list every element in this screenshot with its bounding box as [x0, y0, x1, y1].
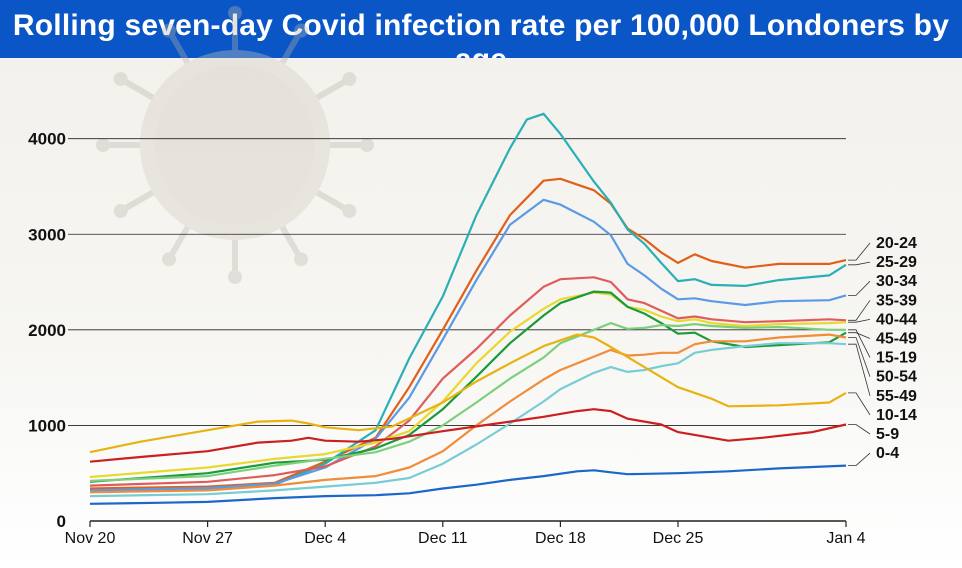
- title-banner: Rolling seven-day Covid infection rate p…: [0, 0, 962, 76]
- x-tick-label: Dec 4: [304, 530, 346, 547]
- virus-illustration: [96, 6, 374, 284]
- x-tick-label: Dec 25: [653, 530, 704, 547]
- legend-connector: [848, 242, 871, 261]
- x-tick-label: Jan 4: [826, 530, 865, 547]
- gridlines: [68, 138, 846, 426]
- legend-label-30-34: 30-34: [876, 273, 917, 290]
- series-line-50-54: [89, 333, 847, 494]
- legend-connector: [848, 337, 871, 377]
- series-line-45-49: [89, 290, 847, 483]
- series-line-0-4: [89, 464, 847, 505]
- legend-label-50-54: 50-54: [876, 369, 917, 386]
- legend-label-5-9: 5-9: [876, 426, 899, 443]
- series-line-15-19: [89, 322, 846, 482]
- series-line-5-9: [89, 408, 847, 463]
- x-axis: Nov 20 Nov 27 Dec 4 Dec 11 Dec 18 Dec 25 Jan 4: [65, 520, 866, 547]
- legend-connector: [848, 261, 871, 266]
- series-line-25-29: [89, 112, 847, 493]
- x-tick-label: Nov 27: [182, 530, 233, 547]
- legend-label-10-14: 10-14: [876, 407, 917, 424]
- series-line-35-39: [89, 276, 847, 487]
- y-tick-label: 0: [57, 512, 66, 531]
- x-tick-label: Nov 20: [65, 530, 116, 547]
- series-line-10-14: [89, 333, 847, 454]
- legend-label-25-29: 25-29: [876, 254, 917, 271]
- series-line-55-49: [89, 342, 847, 498]
- legend-connector: [848, 319, 871, 323]
- legend-connector: [848, 343, 871, 396]
- legend-connector: [848, 452, 871, 467]
- x-tick-label: Dec 11: [418, 530, 468, 547]
- y-tick-label: 2000: [28, 321, 66, 340]
- legend: 20-24 25-29 30-34 35-39 40-44 45-49 15-19 50-54…: [848, 235, 917, 467]
- y-tick-label: 3000: [28, 225, 66, 244]
- legend-label-40-44: 40-44: [876, 311, 917, 328]
- x-tick-label: Dec 18: [535, 530, 586, 547]
- series-line-30-34: [89, 198, 847, 492]
- legend-label-45-49: 45-49: [876, 331, 917, 348]
- y-tick-label: 1000: [28, 416, 66, 435]
- legend-connector: [848, 329, 871, 358]
- series-lines: [89, 112, 847, 505]
- legend-label-0-4: 0-4: [876, 445, 899, 462]
- legend-connector: [848, 280, 871, 296]
- legend-label-55-49: 55-49: [876, 388, 917, 405]
- legend-label-35-39: 35-39: [876, 292, 917, 309]
- legend-label-20-24: 20-24: [876, 235, 917, 252]
- legend-connector: [848, 300, 871, 321]
- legend-label-15-19: 15-19: [876, 350, 917, 367]
- chart-title: Rolling seven-day Covid infection rate p…: [12, 9, 950, 76]
- y-axis: 0 1000 2000 3000 4000: [28, 130, 66, 531]
- legend-connector: [848, 424, 871, 435]
- legend-connector: [848, 332, 871, 339]
- legend-connector: [848, 392, 871, 416]
- y-tick-label: 4000: [28, 130, 66, 149]
